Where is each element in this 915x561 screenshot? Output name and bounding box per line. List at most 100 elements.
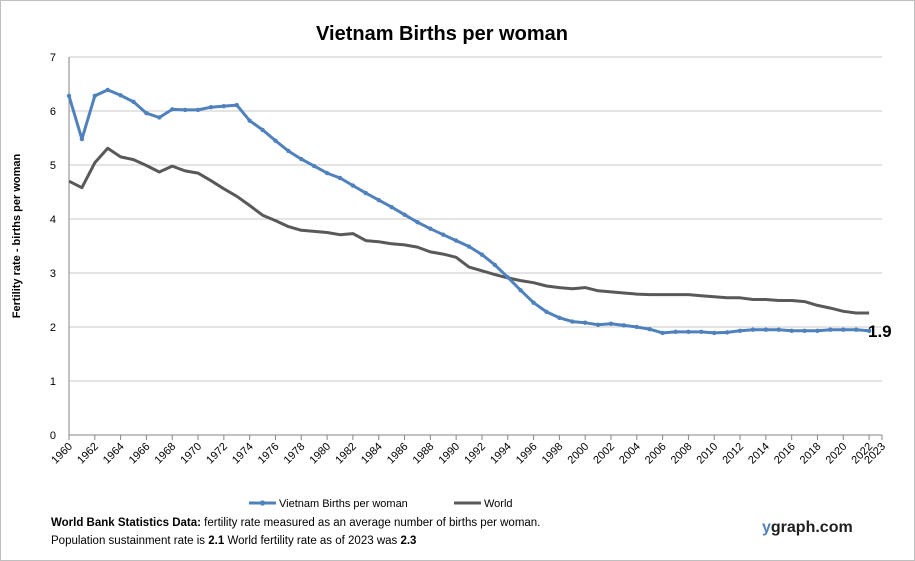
- footer-source-label: World Bank Statistics Data:: [51, 517, 201, 529]
- series-point-vietnam-births-per-woman-1974: [247, 118, 252, 123]
- series-point-vietnam-births-per-woman-1978: [299, 156, 304, 162]
- series-point-vietnam-births-per-woman-1975: [260, 127, 265, 133]
- series-point-vietnam-births-per-woman-1963: [105, 87, 110, 93]
- y-tick-label-7: 7: [50, 52, 56, 64]
- series-point-vietnam-births-per-woman-2011: [724, 330, 730, 335]
- x-tick-label-1988: 1988: [411, 441, 437, 467]
- x-tick-label-1974: 1974: [230, 441, 256, 467]
- x-tick-label-2006: 2006: [643, 441, 669, 467]
- series-point-vietnam-births-per-woman-1999: [570, 319, 575, 324]
- series-point-vietnam-births-per-woman-1969: [182, 107, 188, 113]
- series-point-vietnam-births-per-woman-1995: [518, 288, 523, 293]
- series-point-vietnam-births-per-woman-2017: [802, 328, 807, 333]
- series-point-vietnam-births-per-woman-2015: [776, 327, 781, 332]
- series-point-vietnam-births-per-woman-2012: [737, 328, 743, 333]
- x-tick-label-2004: 2004: [617, 441, 643, 467]
- series-point-vietnam-births-per-woman-1961: [79, 136, 85, 142]
- series-point-vietnam-births-per-woman-2006: [660, 330, 665, 336]
- x-tick-label-1998: 1998: [540, 441, 566, 467]
- series-point-vietnam-births-per-woman-1987: [415, 220, 420, 225]
- footer-rate-line: Population sustainment rate is 2.1 World…: [51, 535, 416, 547]
- x-tick-label-1964: 1964: [101, 441, 127, 467]
- brand-logo[interactable]: ygraph.com: [762, 519, 853, 537]
- series-point-vietnam-births-per-woman-1991: [466, 244, 472, 249]
- x-tick-label-1990: 1990: [436, 441, 462, 467]
- legend-label-world: World: [484, 498, 513, 510]
- x-tick-label-1996: 1996: [514, 441, 540, 467]
- footer-source-line: World Bank Statistics Data: fertility ra…: [51, 517, 540, 529]
- series-point-vietnam-births-per-woman-2009: [699, 329, 704, 335]
- series-point-vietnam-births-per-woman-1966: [144, 110, 149, 116]
- x-tick-label-2020: 2020: [824, 441, 850, 467]
- x-tick-label-1976: 1976: [256, 441, 282, 467]
- series-point-vietnam-births-per-woman-1985: [389, 204, 394, 210]
- series-point-vietnam-births-per-woman-2010: [712, 330, 717, 336]
- series-point-vietnam-births-per-woman-1977: [286, 148, 291, 154]
- series-point-vietnam-births-per-woman-2000: [582, 320, 588, 325]
- x-tick-label-2012: 2012: [720, 441, 746, 467]
- x-tick-label-1982: 1982: [333, 441, 359, 467]
- series-point-vietnam-births-per-woman-1990: [453, 238, 459, 243]
- footer-sustain-value: 2.1: [208, 535, 225, 547]
- series-point-vietnam-births-per-woman-1997: [544, 309, 549, 315]
- footer-world-value: 2.3: [400, 535, 417, 547]
- series-point-vietnam-births-per-woman-2021: [853, 327, 859, 332]
- x-tick-label-1978: 1978: [282, 441, 308, 467]
- series-point-vietnam-births-per-woman-1980: [324, 170, 330, 176]
- footer-source-text: fertility rate measured as an average nu…: [200, 517, 541, 529]
- y-tick-label-0: 0: [50, 430, 56, 442]
- series-point-vietnam-births-per-woman-1962: [92, 93, 98, 99]
- chart-title: Vietnam Births per woman: [316, 23, 568, 45]
- series-point-vietnam-births-per-woman-1964: [118, 93, 123, 98]
- series-point-vietnam-births-per-woman-2008: [686, 329, 691, 335]
- x-tick-label-2010: 2010: [695, 441, 721, 467]
- x-tick-label-2018: 2018: [798, 441, 824, 467]
- series-point-vietnam-births-per-woman-1971: [208, 105, 214, 110]
- x-tick-label-1984: 1984: [359, 441, 385, 467]
- series-point-vietnam-births-per-woman-1981: [337, 175, 343, 181]
- x-tick-label-2008: 2008: [669, 441, 695, 467]
- y-tick-label-2: 2: [50, 322, 56, 334]
- series-point-vietnam-births-per-woman-2018: [815, 328, 820, 333]
- series-point-vietnam-births-per-woman-1984: [376, 197, 381, 203]
- x-tick-label-1972: 1972: [204, 441, 230, 467]
- series-point-vietnam-births-per-woman-1994: [505, 275, 510, 280]
- series-point-vietnam-births-per-woman-2007: [673, 329, 678, 335]
- x-tick-label-1970: 1970: [178, 441, 204, 467]
- brand-logo-rest: graph.com: [770, 519, 853, 536]
- series-point-vietnam-births-per-woman-2019: [828, 327, 833, 332]
- series-point-vietnam-births-per-woman-1988: [428, 226, 433, 231]
- series-point-vietnam-births-per-woman-1960: [66, 93, 72, 99]
- series-line-vietnam-births-per-woman: [67, 88, 870, 335]
- series-point-vietnam-births-per-woman-1979: [311, 163, 317, 169]
- y-tick-label-6: 6: [50, 106, 56, 118]
- y-tick-label-4: 4: [50, 214, 56, 226]
- x-tick-label-2014: 2014: [746, 441, 772, 467]
- series-point-vietnam-births-per-woman-1998: [557, 315, 562, 321]
- series-point-vietnam-births-per-woman-2016: [789, 328, 794, 333]
- y-tick-label-3: 3: [50, 268, 56, 280]
- series-point-vietnam-births-per-woman-2014: [763, 327, 769, 332]
- x-tick-label-1960: 1960: [49, 441, 75, 467]
- y-tick-label-1: 1: [50, 376, 56, 388]
- series-point-vietnam-births-per-woman-1967: [157, 115, 162, 120]
- series-point-vietnam-births-per-woman-2004: [634, 324, 640, 330]
- footer-sustain-text: Population sustainment rate is: [51, 535, 209, 547]
- x-tick-label-1968: 1968: [153, 441, 179, 467]
- series-point-vietnam-births-per-woman-1986: [402, 212, 407, 217]
- series-point-vietnam-births-per-woman-2003: [621, 323, 627, 328]
- series-point-vietnam-births-per-woman-1970: [195, 107, 201, 113]
- series-point-vietnam-births-per-woman-2020: [841, 327, 846, 332]
- x-tick-label-1986: 1986: [385, 441, 411, 467]
- x-tick-label-1992: 1992: [462, 441, 488, 467]
- series-point-vietnam-births-per-woman-2022: [866, 328, 872, 333]
- y-axis-label: Fertility rate - births per woman: [11, 154, 23, 319]
- series-point-vietnam-births-per-woman-1992: [479, 252, 485, 257]
- x-tick-label-1980: 1980: [307, 441, 333, 467]
- footer-world-text: World fertility rate as of 2023 was: [224, 535, 401, 547]
- series-point-vietnam-births-per-woman-1989: [441, 232, 446, 237]
- brand-logo-y: y: [762, 519, 771, 536]
- series-point-vietnam-births-per-woman-1996: [531, 300, 536, 305]
